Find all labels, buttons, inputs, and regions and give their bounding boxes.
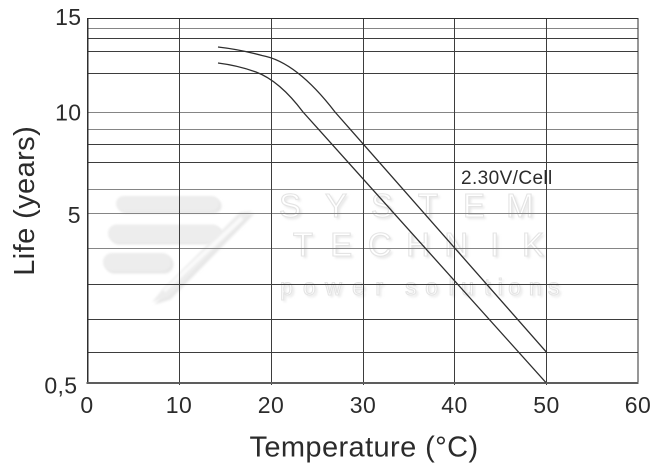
svg-text:Temperature (°C): Temperature (°C): [249, 432, 478, 464]
svg-text:2.30V/Cell: 2.30V/Cell: [461, 168, 553, 189]
svg-text:15: 15: [55, 4, 81, 30]
svg-text:10: 10: [166, 392, 192, 418]
svg-text:0: 0: [80, 392, 93, 418]
svg-text:60: 60: [625, 392, 651, 418]
svg-text:5: 5: [68, 202, 81, 228]
svg-text:30: 30: [350, 392, 376, 418]
svg-text:0,5: 0,5: [44, 373, 77, 399]
svg-text:50: 50: [533, 392, 559, 418]
svg-text:40: 40: [441, 392, 467, 418]
svg-text:20: 20: [258, 392, 284, 418]
svg-text:Life (years): Life (years): [9, 126, 41, 276]
svg-text:10: 10: [55, 100, 81, 126]
